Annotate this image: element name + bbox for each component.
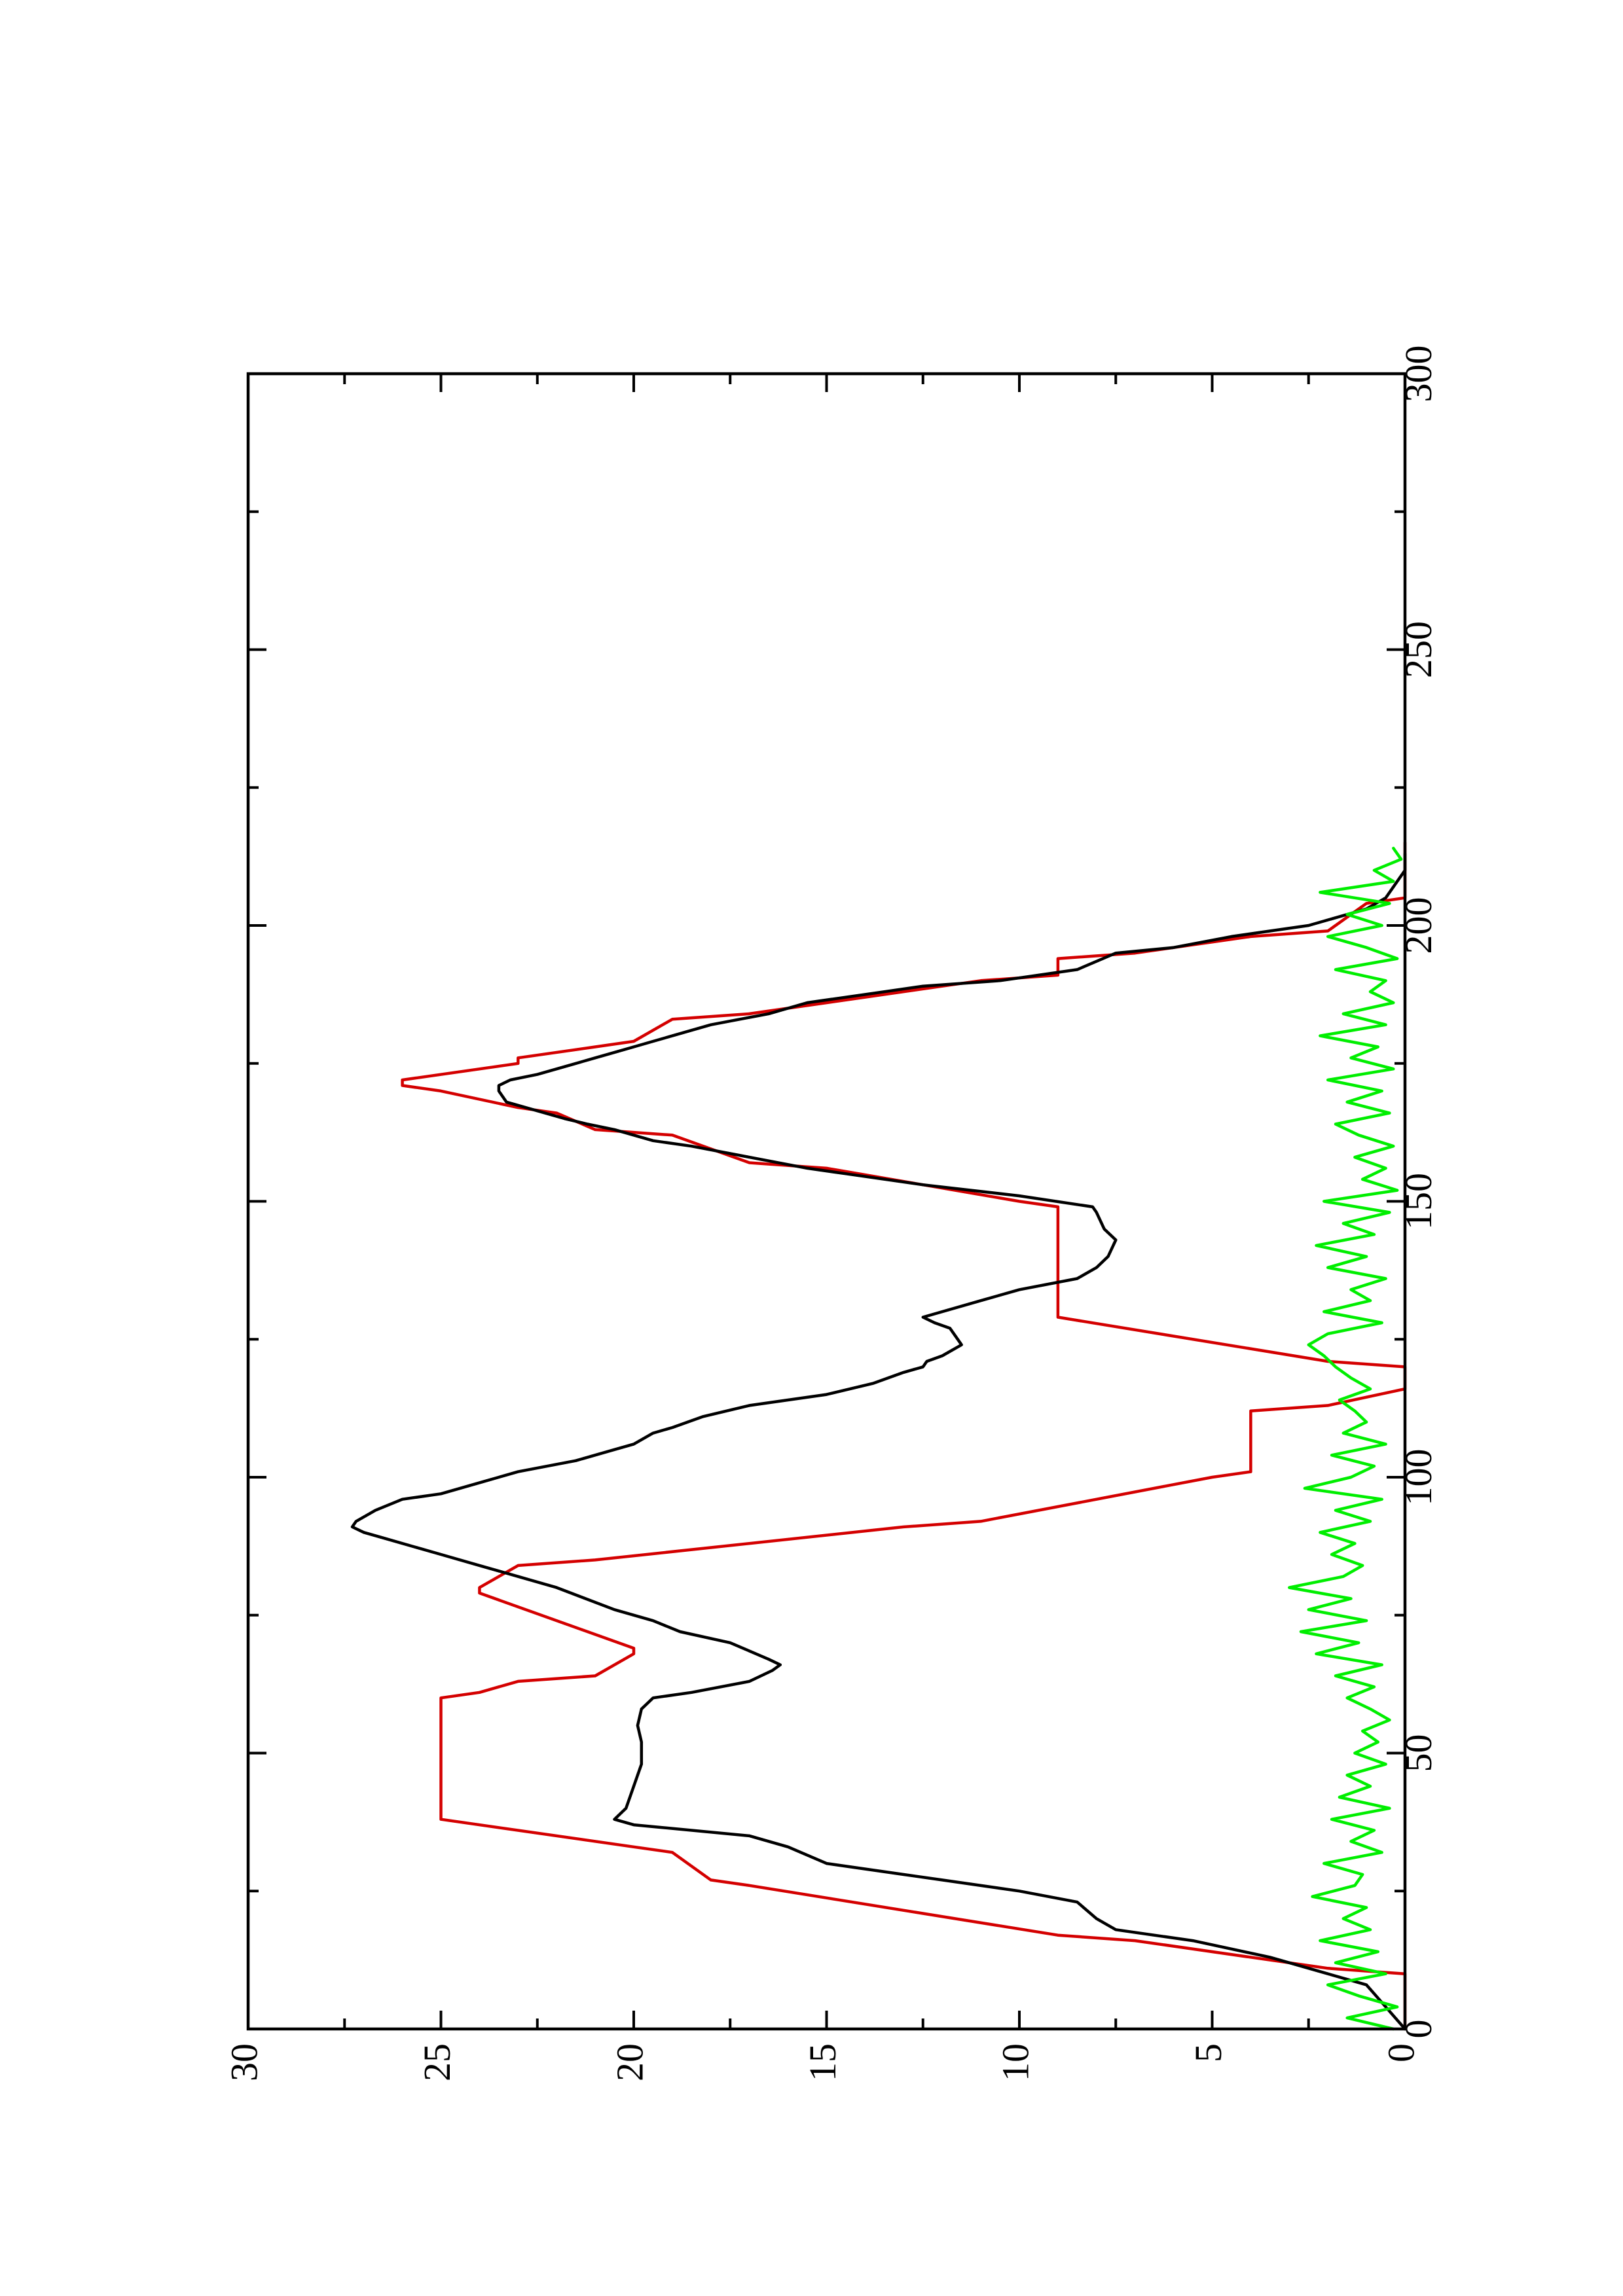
series-layer: [350, 841, 1407, 2031]
y-tick-label: 25: [416, 2043, 458, 2081]
series-line-1: [350, 852, 1407, 2031]
x-tick-label: 50: [1397, 1734, 1440, 1772]
y-tick-label: 5: [1187, 2043, 1230, 2062]
x-tick-label: 300: [1397, 346, 1440, 403]
y-tick-label: 10: [994, 2043, 1036, 2081]
series-line-2: [1288, 846, 1403, 2031]
x-tick-label: 250: [1397, 621, 1440, 678]
y-tick-label: 15: [801, 2043, 844, 2081]
y-tick-label: 0: [1379, 2043, 1422, 2062]
y-tick-label: 30: [223, 2043, 265, 2081]
x-tick-label: 200: [1397, 897, 1440, 954]
x-tick-label: 150: [1397, 1173, 1440, 1230]
x-tick-label: 0: [1397, 2020, 1440, 2039]
x-axis-ticks: 0 50 100 150 200 250 300: [248, 346, 1440, 2039]
y-axis-ticks: 0 5 10 15 20 25 30: [223, 374, 1422, 2081]
x-tick-label: 100: [1397, 1449, 1440, 1506]
y-tick-label: 20: [608, 2043, 651, 2081]
series-line-0: [401, 841, 1407, 2031]
